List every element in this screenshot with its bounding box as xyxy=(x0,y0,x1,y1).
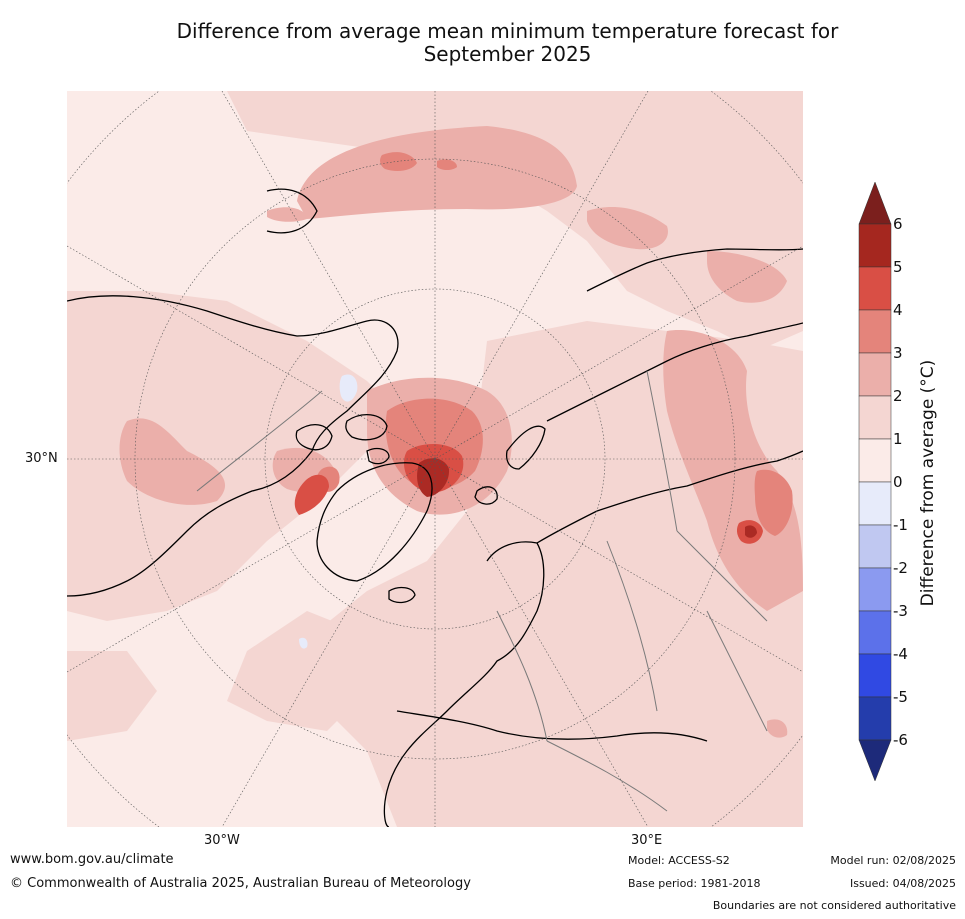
colorbar-band xyxy=(858,395,892,440)
colorbar-tick-label: 0 xyxy=(893,473,903,491)
footer-base-period: Base period: 1981-2018 xyxy=(628,877,761,890)
title-line-1: Difference from average mean minimum tem… xyxy=(176,19,839,43)
colorbar-band xyxy=(858,223,892,268)
colorbar-tick-label: 3 xyxy=(893,344,903,362)
anomaly-m1-0-layer xyxy=(299,374,358,649)
graticule xyxy=(67,91,803,827)
colorbar-band xyxy=(858,567,892,612)
colorbar-band xyxy=(858,352,892,397)
colorbar-tick-label: -5 xyxy=(893,688,908,706)
lon-label-30w: 30°W xyxy=(204,833,240,848)
anomaly-1-2-layer xyxy=(67,91,803,827)
colorbar-band xyxy=(858,653,892,698)
colorbar-tick-label: -3 xyxy=(893,602,908,620)
colorbar-tick-label: -6 xyxy=(893,731,908,749)
colorbar-over-triangle xyxy=(858,181,892,225)
colorbar xyxy=(858,181,892,782)
footer-model: Model: ACCESS-S2 xyxy=(628,854,730,867)
coastlines xyxy=(67,188,803,827)
country-borders xyxy=(196,370,768,812)
footer-website: www.bom.gov.au/climate xyxy=(10,852,174,867)
colorbar-tick-label: 4 xyxy=(893,301,903,319)
footer-model-run: Model run: 02/08/2025 xyxy=(830,854,956,867)
footer-disclaimer: Boundaries are not considered authoritat… xyxy=(712,899,956,912)
colorbar-tick-label: -4 xyxy=(893,645,908,663)
footer-issued: Issued: 04/08/2025 xyxy=(849,877,956,890)
colorbar-tick-label: 6 xyxy=(893,215,903,233)
colorbar-tick-label: 5 xyxy=(893,258,903,276)
colorbar-band xyxy=(858,481,892,526)
colorbar-tick-label: -2 xyxy=(893,559,908,577)
colorbar-band xyxy=(858,610,892,655)
lon-label-30e: 30°E xyxy=(631,833,663,848)
colorbar-band xyxy=(858,309,892,354)
title-line-2: September 2025 xyxy=(423,42,592,66)
colorbar-band xyxy=(858,438,892,483)
forecast-map xyxy=(67,91,803,827)
colorbar-band xyxy=(858,266,892,311)
colorbar-title: Difference from average (°C) xyxy=(918,359,938,607)
colorbar-tick-label: -1 xyxy=(893,516,908,534)
colorbar-tick-label: 2 xyxy=(893,387,903,405)
colorbar-band xyxy=(858,524,892,569)
colorbar-band xyxy=(858,696,892,741)
colorbar-under-triangle xyxy=(858,739,892,782)
page-title: Difference from average mean minimum tem… xyxy=(70,20,945,66)
footer-copyright: © Commonwealth of Australia 2025, Austra… xyxy=(10,876,471,891)
lat-label-30n: 30°N xyxy=(25,451,58,466)
colorbar-tick-label: 1 xyxy=(893,430,903,448)
anomaly-5-6-layer xyxy=(417,458,757,538)
colorbar-bands xyxy=(858,223,892,741)
